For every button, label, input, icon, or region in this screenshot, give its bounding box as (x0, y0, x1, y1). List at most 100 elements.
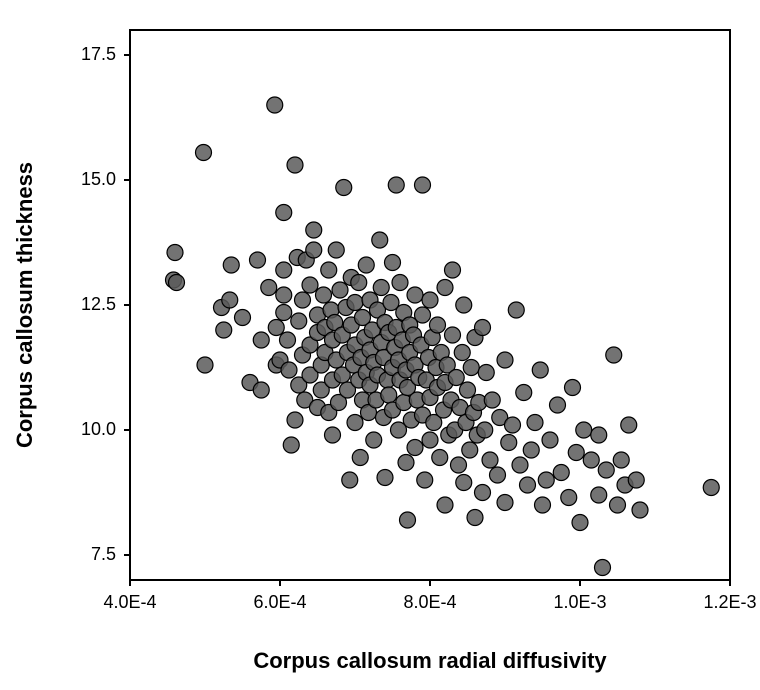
data-point (287, 157, 303, 173)
data-point (576, 422, 592, 438)
y-tick-label: 15.0 (81, 169, 116, 189)
x-axis-label: Corpus callosum radial diffusivity (253, 648, 607, 673)
data-point (407, 440, 423, 456)
data-point (253, 332, 269, 348)
data-point (321, 262, 337, 278)
data-point (283, 437, 299, 453)
data-point (538, 472, 554, 488)
data-point (336, 180, 352, 196)
data-point (598, 462, 614, 478)
data-point (456, 475, 472, 491)
data-point (302, 277, 318, 293)
data-point (373, 280, 389, 296)
data-point (268, 320, 284, 336)
data-point (553, 465, 569, 481)
data-point (352, 450, 368, 466)
data-point (527, 415, 543, 431)
data-point (223, 257, 239, 273)
data-point (460, 382, 476, 398)
data-point (482, 452, 498, 468)
data-point (550, 397, 566, 413)
data-point (591, 487, 607, 503)
y-axis-label: Corpus callosum thickness (12, 162, 37, 448)
data-point (351, 275, 367, 291)
x-tick-label: 8.0E-4 (403, 592, 456, 612)
data-point (366, 432, 382, 448)
data-point (565, 380, 581, 396)
data-point (535, 497, 551, 513)
data-point (516, 385, 532, 401)
data-point (276, 287, 292, 303)
data-point (250, 252, 266, 268)
data-point (532, 362, 548, 378)
data-point (342, 472, 358, 488)
data-point (392, 275, 408, 291)
data-point (415, 177, 431, 193)
data-point (456, 297, 472, 313)
data-point (591, 427, 607, 443)
data-point (316, 287, 332, 303)
data-point (276, 205, 292, 221)
data-point (610, 497, 626, 513)
data-point (445, 327, 461, 343)
data-point (398, 455, 414, 471)
data-point (267, 97, 283, 113)
data-point (568, 445, 584, 461)
data-point (595, 560, 611, 576)
data-point (253, 382, 269, 398)
data-point (261, 280, 277, 296)
data-point (520, 477, 536, 493)
data-point (377, 470, 393, 486)
data-point (445, 262, 461, 278)
data-point (561, 490, 577, 506)
y-tick-label: 10.0 (81, 419, 116, 439)
data-point (422, 432, 438, 448)
data-point (347, 295, 363, 311)
data-point (467, 510, 483, 526)
scatter-chart: 7.5 10.0 12.5 15.0 17.5 4.0E-4 6.0E-4 8.0E-4 1.0… (0, 0, 760, 690)
data-point (385, 255, 401, 271)
data-point (490, 467, 506, 483)
y-tick-label: 17.5 (81, 44, 116, 64)
data-point (169, 275, 185, 291)
data-point (222, 292, 238, 308)
data-point (497, 352, 513, 368)
data-point (505, 417, 521, 433)
data-point (523, 442, 539, 458)
data-point (437, 280, 453, 296)
y-tick-label: 12.5 (81, 294, 116, 314)
x-tick-label: 6.0E-4 (253, 592, 306, 612)
data-point (478, 365, 494, 381)
data-point (281, 362, 297, 378)
x-tick-label: 4.0E-4 (103, 592, 156, 612)
chart-svg: 7.5 10.0 12.5 15.0 17.5 4.0E-4 6.0E-4 8.0E-4 1.0… (0, 0, 760, 690)
data-point (512, 457, 528, 473)
data-point (430, 317, 446, 333)
data-point (497, 495, 513, 511)
y-tick-label: 7.5 (91, 544, 116, 564)
data-point (632, 502, 648, 518)
data-point (388, 177, 404, 193)
data-point (372, 232, 388, 248)
data-point (417, 472, 433, 488)
x-tick-label: 1.0E-3 (553, 592, 606, 612)
data-point (613, 452, 629, 468)
data-point (463, 360, 479, 376)
data-point (451, 457, 467, 473)
data-point (287, 412, 303, 428)
data-point (358, 257, 374, 273)
data-point (216, 322, 232, 338)
data-point (306, 222, 322, 238)
data-point (280, 332, 296, 348)
data-point (276, 262, 292, 278)
data-point (306, 242, 322, 258)
data-point (197, 357, 213, 373)
data-point (454, 345, 470, 361)
x-tick-label: 1.2E-3 (703, 592, 756, 612)
data-point (542, 432, 558, 448)
data-point (325, 427, 341, 443)
data-point (328, 242, 344, 258)
data-point (295, 292, 311, 308)
data-point (196, 145, 212, 161)
data-point (400, 512, 416, 528)
